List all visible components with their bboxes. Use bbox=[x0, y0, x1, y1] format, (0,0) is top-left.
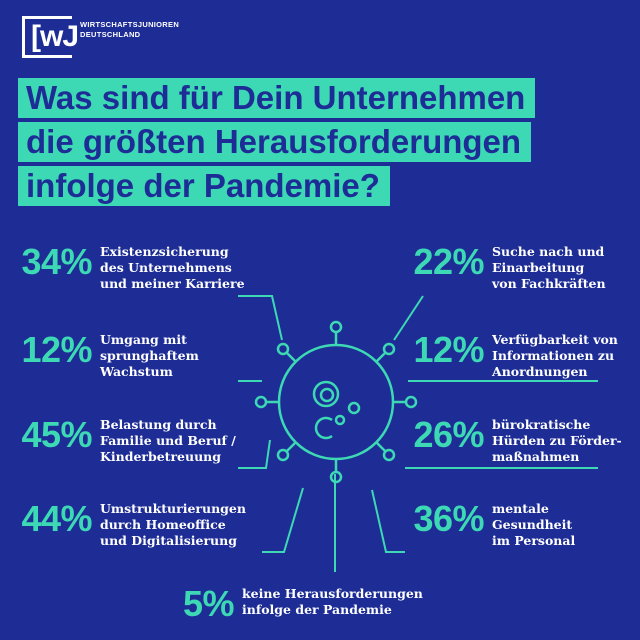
stat-belastung: 45% Belastung durch Familie und Beruf / … bbox=[4, 414, 236, 465]
logo-line-1: WIRTSCHAFTSJUNIOREN bbox=[80, 20, 180, 29]
connector-8 bbox=[371, 489, 405, 553]
logo-text: WIRTSCHAFTSJUNIOREN DEUTSCHLAND bbox=[80, 20, 179, 40]
title-line-3: infolge der Pandemie? bbox=[18, 166, 390, 206]
stat-label: Suche nach und Einarbeitung von Fachkräf… bbox=[492, 244, 606, 291]
connector-4 bbox=[262, 487, 304, 553]
stat-percent: 34% bbox=[21, 241, 92, 282]
connector-3 bbox=[238, 439, 271, 469]
page-title: Was sind für Dein Unternehmen die größte… bbox=[18, 78, 578, 210]
stat-label: mentale Gesundheit im Personal bbox=[492, 501, 576, 548]
stat-keine: 5% keine Herausforderungen infolge der P… bbox=[146, 584, 423, 624]
stat-label: Existenzsicherung des Unternehmens und m… bbox=[100, 244, 245, 291]
stat-label: Verfügbarkeit von Informationen zu Anord… bbox=[492, 332, 618, 379]
stat-fachkraefte: 22% Suche nach und Einarbeitung von Fach… bbox=[396, 241, 606, 292]
title-line-2: die größten Herausforderungen bbox=[18, 122, 532, 162]
connector-5 bbox=[393, 295, 424, 341]
stat-label: keine Herausforderungen infolge der Pand… bbox=[242, 586, 423, 617]
stat-label: Belastung durch Familie und Beruf / Kind… bbox=[100, 417, 236, 464]
stat-percent: 44% bbox=[21, 498, 92, 539]
stat-percent: 22% bbox=[413, 241, 484, 282]
title-line-1: Was sind für Dein Unternehmen bbox=[18, 78, 536, 118]
logo-mark-text: [wJ bbox=[31, 20, 79, 53]
stat-percent: 12% bbox=[21, 329, 92, 370]
stat-buerokratie: 26% bürokratische Hürden zu Förder- maßn… bbox=[396, 414, 622, 465]
logo-mark: [wJ bbox=[22, 16, 79, 58]
stat-label: Umstrukturierungen durch Homeoffice und … bbox=[100, 501, 246, 548]
stat-mentale-gesundheit: 36% mentale Gesundheit im Personal bbox=[396, 499, 575, 549]
stat-percent: 45% bbox=[21, 414, 92, 455]
stat-existenzsicherung: 34% Existenzsicherung des Unternehmens u… bbox=[4, 241, 245, 292]
connector-1 bbox=[238, 295, 283, 341]
stat-label: Umgang mit sprunghaftem Wachstum bbox=[100, 332, 199, 379]
stat-label: bürokratische Hürden zu Förder- maßnahme… bbox=[492, 417, 622, 464]
coronavirus-icon bbox=[254, 320, 418, 484]
logo-line-2: DEUTSCHLAND bbox=[80, 30, 141, 39]
stat-percent: 12% bbox=[413, 329, 484, 370]
stat-umstrukturierungen: 44% Umstrukturierungen durch Homeoffice … bbox=[4, 499, 246, 549]
stat-percent: 36% bbox=[413, 498, 484, 539]
stat-wachstum: 12% Umgang mit sprunghaftem Wachstum bbox=[4, 329, 199, 380]
stat-informationen: 12% Verfügbarkeit von Informationen zu A… bbox=[396, 329, 618, 380]
stat-percent: 26% bbox=[413, 414, 484, 455]
stat-percent: 5% bbox=[182, 583, 235, 624]
